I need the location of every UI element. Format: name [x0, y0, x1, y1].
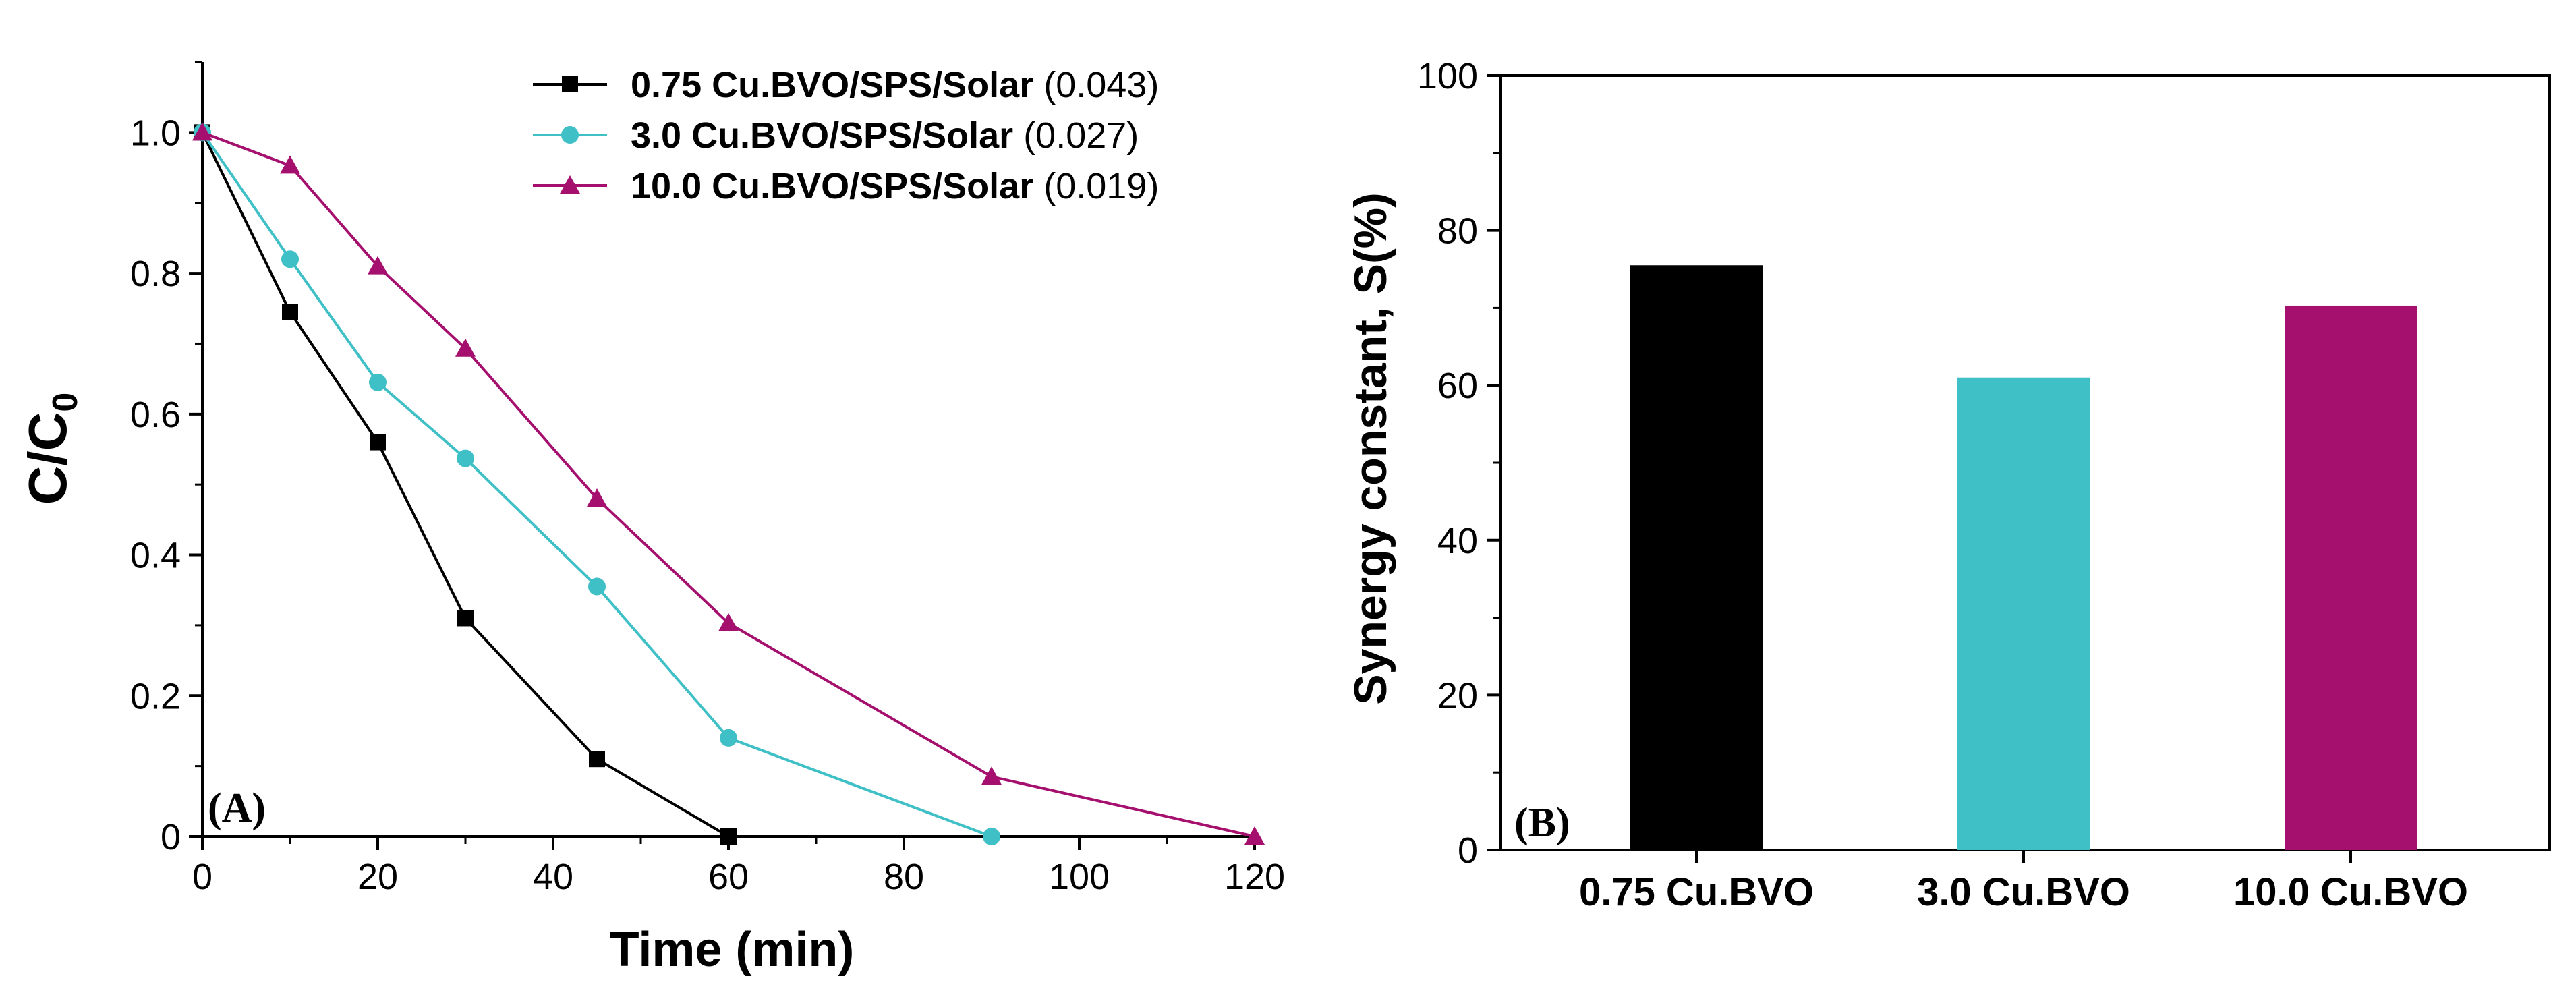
- category-label-2: 3.0 Cu.BVO: [1917, 870, 2130, 914]
- series-3-point: [368, 256, 388, 275]
- panel-a-y-tick-label: 1.0: [130, 113, 181, 153]
- legend-series-name: 3.0 Cu.BVO/SPS/Solar: [631, 115, 1013, 156]
- panel-a-x-tick-label: 40: [533, 857, 573, 897]
- panel-b-y-axis-title: Synergy constant, S(%): [1345, 192, 1396, 705]
- panel-a-y-axis-title-main: C/C: [18, 412, 78, 505]
- panel-a-x-tick-label: 100: [1049, 857, 1110, 897]
- panel-a-y-tick-label: 0.6: [130, 395, 181, 435]
- panel-a-x-tick-label: 60: [708, 857, 749, 897]
- panel-a-y-tick-label: 0: [161, 817, 181, 857]
- panel-a-y-tick-label: 0.2: [130, 676, 181, 716]
- panel-a-x-tick-label: 0: [192, 857, 212, 897]
- panel-b-y-tick-label: 40: [1437, 521, 1478, 561]
- panel-a-y-tick-label: 0.8: [130, 254, 181, 294]
- panel-a-x-tick-label: 80: [884, 857, 924, 897]
- panel-a-label: (A): [208, 785, 266, 831]
- series-1-point: [282, 304, 298, 320]
- category-label-1: 0.75 Cu.BVO: [1579, 870, 1814, 914]
- series-line-2: [201, 132, 992, 838]
- panel-b-y-tick-label: 100: [1417, 56, 1478, 96]
- series-3-point: [587, 488, 607, 507]
- series-3-point: [1244, 826, 1265, 845]
- legend-entry-3: 10.0 Cu.BVO/SPS/Solar (0.019): [631, 166, 1159, 206]
- series-2-point: [588, 577, 606, 596]
- panel-a-y-axis-title: C/C0: [18, 393, 85, 505]
- series-1-point: [457, 610, 474, 627]
- legend-marker-1: [562, 76, 578, 92]
- panel-b-y-tick-label: 60: [1437, 366, 1478, 406]
- panel-a-legend: 0.75 Cu.BVO/SPS/Solar (0.043) 3.0 Cu.BVO/…: [533, 65, 1159, 206]
- series-2-point: [720, 729, 737, 747]
- panel-b-bars: [1630, 265, 2417, 850]
- series-3-point: [981, 766, 1002, 785]
- series-3-point: [718, 613, 739, 631]
- series-line-3: [202, 131, 1255, 838]
- panel-b-y-tick-label: 20: [1437, 675, 1478, 716]
- series-line-1: [201, 132, 730, 838]
- series-3-point: [192, 122, 212, 141]
- panel-a-series: [192, 122, 1265, 845]
- legend-marker-2: [561, 126, 579, 144]
- panel-b-bar-chart: 0 20 40 60 80 100 0.75 Cu.BVO 3.0 Cu.BVO 10.0 Cu…: [1345, 56, 2551, 914]
- series-1-point: [370, 434, 386, 451]
- legend-series-name: 0.75 Cu.BVO/SPS/Solar: [631, 65, 1033, 105]
- panel-b-label: (B): [1514, 800, 1570, 846]
- legend-rate: (0.019): [1033, 166, 1159, 206]
- legend-entry-2: 3.0 Cu.BVO/SPS/Solar (0.027): [631, 115, 1139, 156]
- panel-a-x-tick-label: 120: [1224, 857, 1285, 897]
- legend-rate: (0.043): [1033, 65, 1159, 105]
- bar-3: [2285, 305, 2417, 850]
- series-2-point: [281, 250, 299, 268]
- series-2-point: [983, 828, 1000, 845]
- legend-entry-1: 0.75 Cu.BVO/SPS/Solar (0.043): [631, 65, 1159, 105]
- panel-a-x-axis-title: Time (min): [610, 923, 855, 977]
- legend-series-name: 10.0 Cu.BVO/SPS/Solar: [631, 166, 1033, 206]
- series-3-point: [455, 338, 476, 357]
- panel-a-axes: 0 20 40 60 80 100 120 0 0.2 0.4 0.6 0.8 1.0: [130, 61, 1285, 897]
- panel-a-line-chart: 0 20 40 60 80 100 120 0 0.2 0.4 0.6 0.8 1.0 0.75 Cu.…: [18, 61, 1285, 977]
- bar-2: [1957, 377, 2090, 850]
- series-2-point: [369, 373, 387, 391]
- series-3-point: [280, 155, 300, 174]
- legend-marker-3: [560, 175, 580, 194]
- panel-a-y-axis-title-subscript: 0: [46, 393, 85, 412]
- legend-rate: (0.027): [1013, 115, 1139, 156]
- category-label-3: 10.0 Cu.BVO: [2233, 870, 2468, 914]
- panel-b-y-tick-label: 0: [1458, 830, 1478, 871]
- series-2-point: [457, 449, 474, 467]
- series-1-point: [589, 751, 605, 768]
- bar-1: [1630, 265, 1763, 850]
- panel-a-x-tick-label: 20: [357, 857, 398, 897]
- panel-a-y-tick-label: 0.4: [130, 536, 181, 576]
- panel-b-y-tick-label: 80: [1437, 211, 1478, 252]
- series-1-point: [720, 828, 737, 845]
